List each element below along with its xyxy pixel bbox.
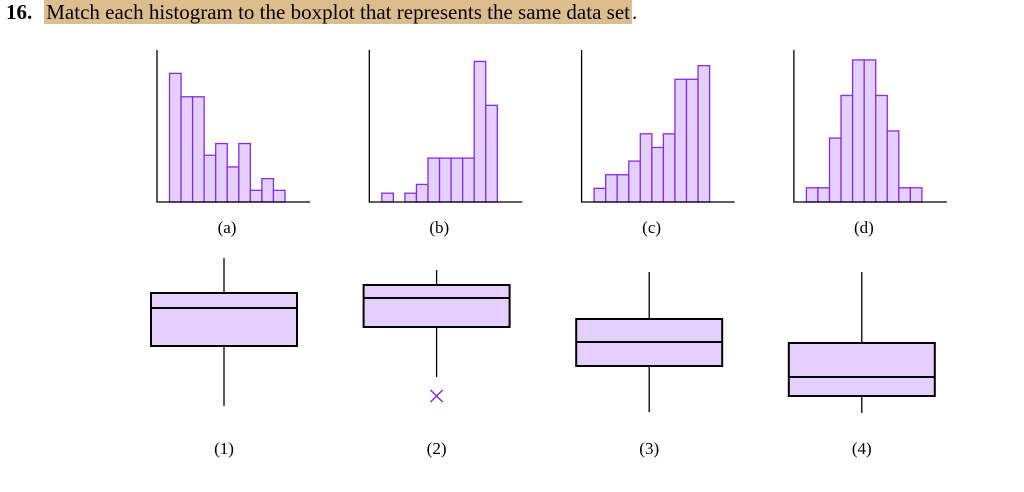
histogram-bar: [473, 60, 487, 203]
histogram-bar: [593, 187, 607, 203]
panel-label: (a): [218, 218, 237, 237]
histogram-bar: [226, 166, 240, 203]
histogram-bar: [805, 187, 819, 203]
histogram-bar: [191, 96, 205, 203]
panel-label: (b): [429, 218, 449, 237]
question-end: .: [631, 0, 638, 24]
axes: [156, 50, 310, 203]
histogram-bar: [662, 133, 676, 203]
axes: [793, 50, 947, 203]
question-text: Match each histogram to the boxplot that…: [44, 0, 632, 24]
axes: [580, 50, 735, 203]
histogram-bar: [272, 189, 286, 203]
histogram-bar: [674, 78, 688, 203]
question-number: 16.: [6, 0, 33, 24]
histogram-bar: [628, 160, 641, 203]
box: [787, 342, 936, 397]
question: 16. Match each histogram to the boxplot t…: [6, 0, 637, 24]
box: [362, 284, 511, 328]
panel-label: (4): [852, 439, 872, 458]
histogram-bar: [817, 187, 831, 203]
histogram-bar: [875, 94, 888, 203]
histogram-bar: [851, 59, 865, 203]
histogram-bar: [249, 189, 263, 203]
panel-label: (c): [642, 218, 661, 237]
histogram-bar: [215, 142, 228, 203]
histogram-bar: [840, 94, 854, 203]
outlier: [430, 389, 444, 403]
histogram-bar: [450, 157, 464, 203]
box: [150, 292, 298, 347]
histogram-bar: [651, 146, 665, 203]
histogram-bar: [438, 157, 452, 203]
histogram-bar: [616, 174, 630, 203]
histogram-bar: [404, 192, 418, 203]
histogram-bar: [639, 133, 653, 203]
histogram-bar: [886, 130, 900, 203]
histogram-bar: [863, 59, 877, 203]
histogram-bar: [168, 72, 182, 203]
histogram-bar: [685, 78, 699, 203]
histogram-bar: [485, 104, 498, 203]
histogram-bar: [461, 157, 475, 203]
histogram-bar: [180, 96, 194, 203]
histogram-bar: [261, 177, 275, 203]
histogram-bar: [381, 192, 394, 203]
histogram-bar: [898, 187, 911, 203]
panel-label: (3): [639, 439, 659, 458]
axes: [368, 50, 523, 203]
histogram-bar: [697, 65, 711, 203]
histogram-bar: [238, 142, 252, 203]
histogram-bar: [605, 174, 618, 203]
histogram-bar: [203, 154, 217, 203]
histogram-bar: [909, 187, 923, 203]
panel-label: (d): [854, 218, 874, 237]
panel-label: (2): [427, 439, 447, 458]
histogram-bar: [427, 157, 441, 203]
histogram-bar: [415, 183, 429, 203]
histogram-bar: [828, 137, 842, 203]
panel-label: (1): [214, 439, 234, 458]
